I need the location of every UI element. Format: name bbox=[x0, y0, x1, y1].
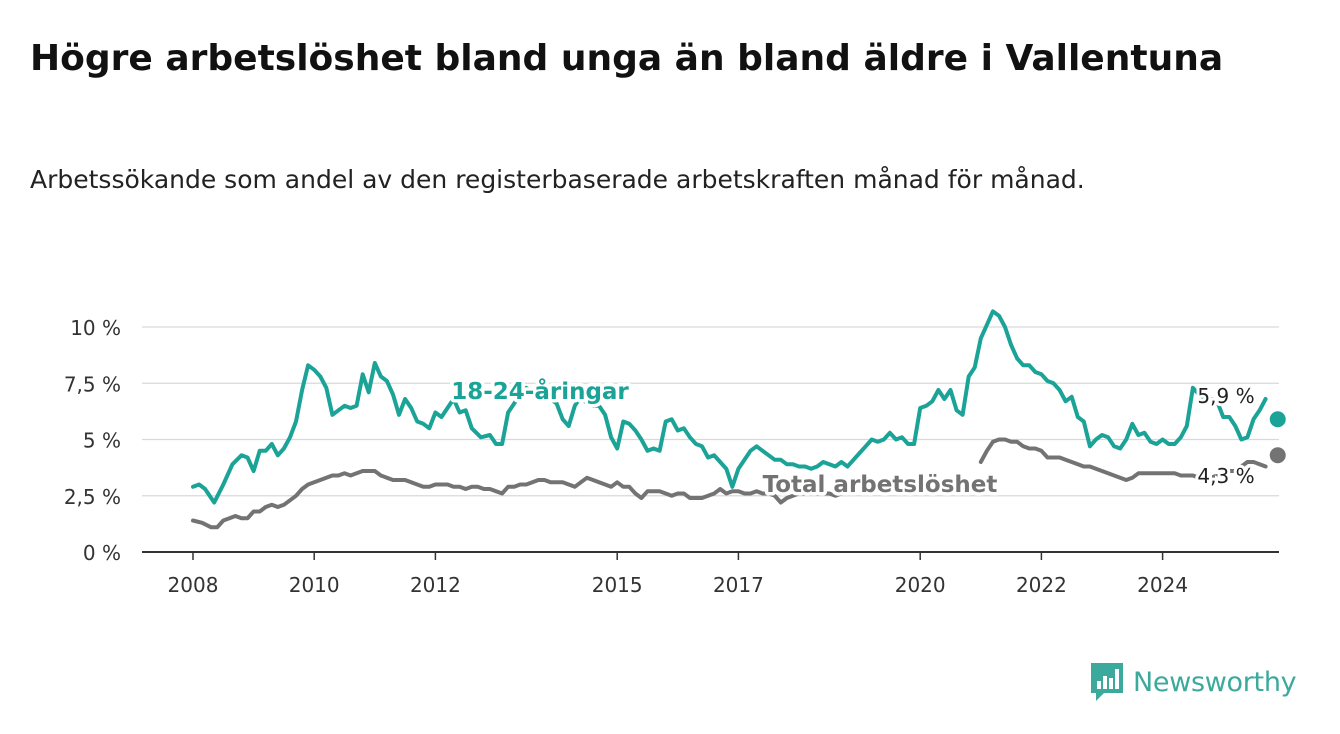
x-tick-label: 2017 bbox=[713, 573, 764, 597]
x-tick-label: 2022 bbox=[1016, 573, 1067, 597]
x-tick-label: 2020 bbox=[895, 573, 946, 597]
y-tick-label: 0 % bbox=[83, 541, 121, 565]
end-value-total: 4,3 % bbox=[1197, 464, 1254, 488]
y-tick-label: 10 % bbox=[70, 316, 121, 340]
x-tick-label: 2012 bbox=[410, 573, 461, 597]
chart-title: Högre arbetslöshet bland unga än bland ä… bbox=[30, 38, 1224, 79]
y-tick-label: 5 % bbox=[83, 429, 121, 453]
bar-chart-icon bbox=[1091, 663, 1123, 701]
series-line-total-late bbox=[978, 437, 1268, 482]
chart-subtitle: Arbetssökande som andel av den registerb… bbox=[30, 165, 1085, 194]
series-end-dot-youth bbox=[1269, 411, 1286, 428]
series-line-youth bbox=[191, 309, 1268, 505]
y-tick-label: 2,5 % bbox=[64, 485, 121, 509]
x-tick-label: 2008 bbox=[168, 573, 219, 597]
x-tick-label: 2010 bbox=[289, 573, 340, 597]
y-tick-label: 7,5 % bbox=[64, 372, 121, 396]
end-value-youth: 5,9 % bbox=[1197, 384, 1254, 408]
series-end-dot-total bbox=[1269, 447, 1286, 464]
x-tick-label: 2015 bbox=[592, 573, 643, 597]
newsworthy-logo: Newsworthy bbox=[1089, 660, 1297, 704]
series-label-total: Total arbetslöshet bbox=[763, 472, 998, 498]
x-tick-label: 2024 bbox=[1137, 573, 1188, 597]
series-line-total bbox=[191, 469, 844, 530]
logo-text: Newsworthy bbox=[1133, 666, 1297, 698]
series-label-youth: 18-24-åringar bbox=[451, 378, 629, 405]
